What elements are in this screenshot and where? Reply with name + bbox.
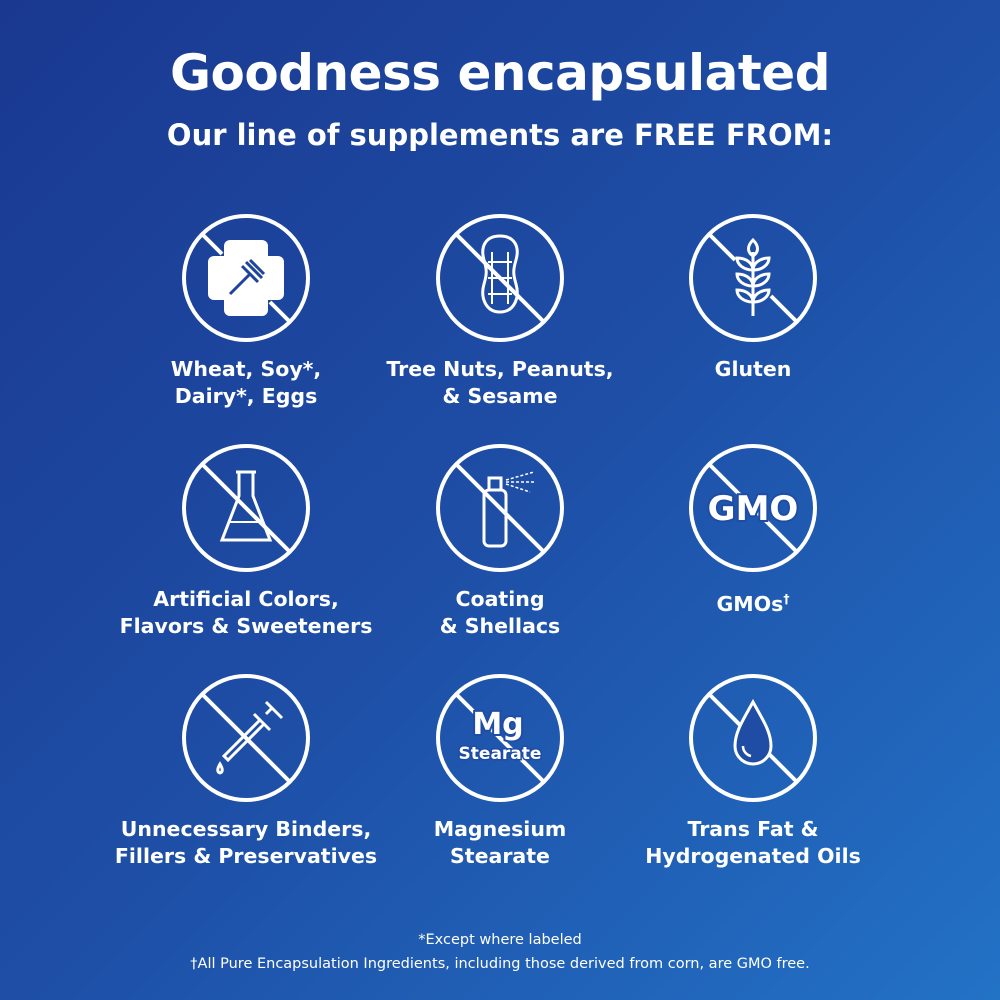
item-label: Trans Fat & Hydrogenated Oils	[645, 817, 861, 868]
footnote-except: *Except where labeled	[418, 932, 582, 948]
item-gluten: Gluten	[603, 212, 903, 383]
wheat-soy-dairy-eggs-icon	[182, 214, 310, 342]
oil-drop-icon	[689, 674, 817, 802]
footnote-gmo: †All Pure Encapsulation Ingredients, inc…	[190, 956, 810, 972]
item-binders: Unnecessary Binders, Fillers & Preservat…	[96, 672, 396, 870]
item-nuts: Tree Nuts, Peanuts, & Sesame	[350, 212, 650, 410]
item-mg-stearate: Mg Stearate Magnesium Stearate	[350, 672, 650, 870]
page-title: Goodness encapsulated	[170, 44, 830, 102]
item-label: Unnecessary Binders, Fillers & Preservat…	[114, 817, 378, 868]
dropper-icon	[182, 674, 310, 802]
item-gmo: GMO GMOs†	[603, 442, 903, 618]
item-artificial: Artificial Colors, Flavors & Sweeteners	[96, 442, 396, 640]
item-trans-fat: Trans Fat & Hydrogenated Oils	[603, 672, 903, 870]
item-label: Artificial Colors, Flavors & Sweeteners	[119, 587, 373, 638]
label-text: GMOs	[716, 591, 784, 616]
item-label: Tree Nuts, Peanuts, & Sesame	[386, 357, 614, 408]
item-coating: Coating & Shellacs	[350, 442, 650, 640]
gmo-icon-text: GMO	[708, 489, 799, 529]
gmo-icon: GMO	[689, 444, 817, 572]
stearate-text: Stearate	[459, 744, 542, 764]
item-label: Gluten	[714, 357, 792, 381]
mg-text: Mg	[472, 707, 523, 742]
spray-can-icon	[436, 444, 564, 572]
item-label: GMOs†	[603, 586, 903, 618]
peanut-icon	[436, 214, 564, 342]
flask-icon	[182, 444, 310, 572]
item-wheat-soy-dairy-eggs: Wheat, Soy*, Dairy*, Eggs	[96, 212, 396, 410]
mg-stearate-icon: Mg Stearate	[436, 674, 564, 802]
item-label: Magnesium Stearate	[433, 817, 567, 868]
item-label: Coating & Shellacs	[439, 587, 561, 638]
item-label: Wheat, Soy*, Dairy*, Eggs	[170, 357, 322, 408]
wheat-stalk-icon	[689, 214, 817, 342]
dagger: †	[783, 592, 790, 606]
page-subtitle: Our line of supplements are FREE FROM:	[166, 118, 834, 152]
